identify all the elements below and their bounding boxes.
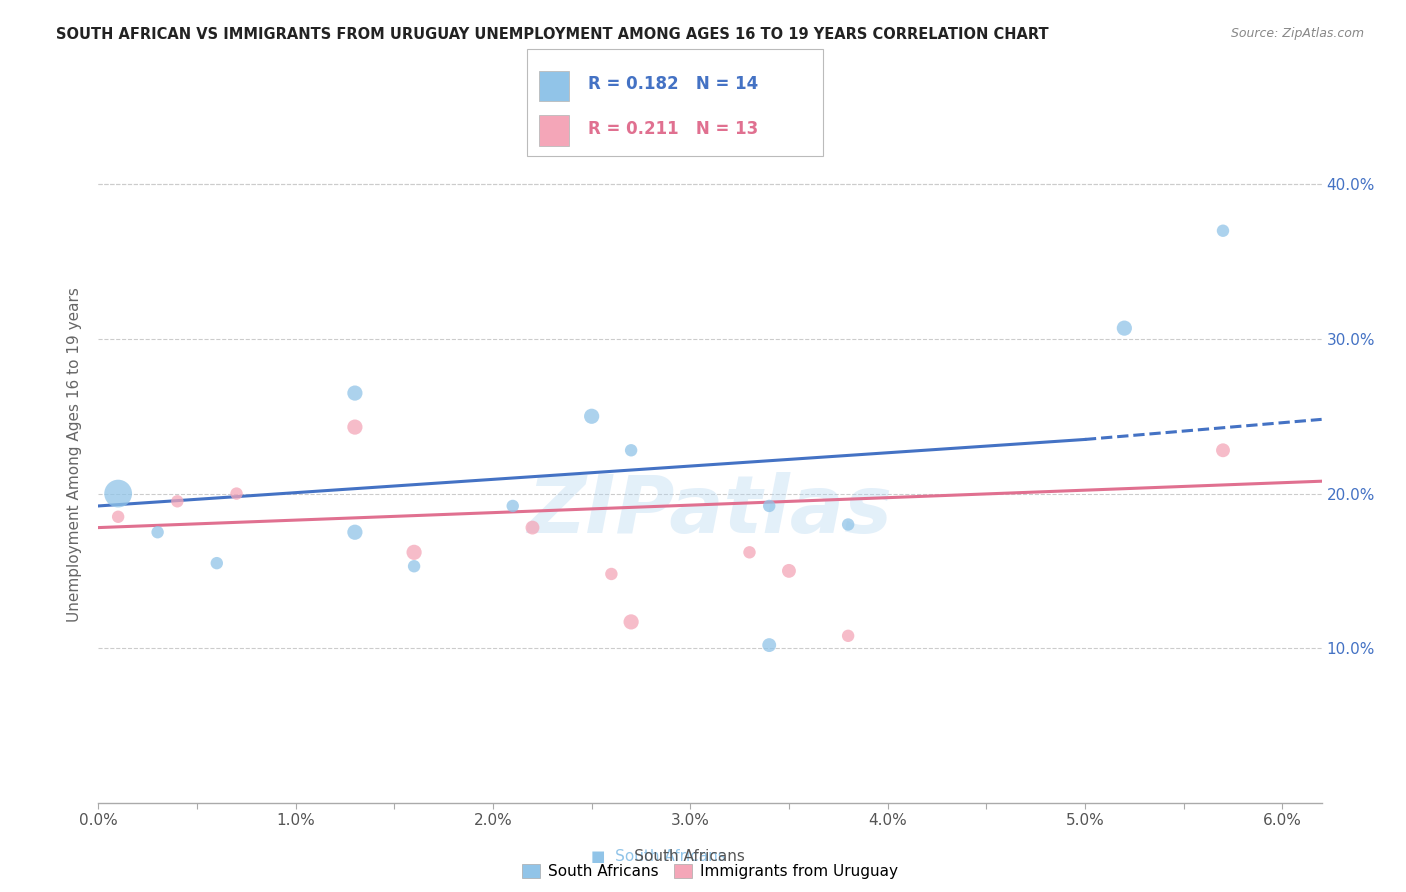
Text: R = 0.211   N = 13: R = 0.211 N = 13 — [588, 120, 758, 137]
Point — [404, 559, 426, 574]
Text: South Africans: South Africans — [605, 849, 744, 863]
Text: SOUTH AFRICAN VS IMMIGRANTS FROM URUGUAY UNEMPLOYMENT AMONG AGES 16 TO 19 YEARS : SOUTH AFRICAN VS IMMIGRANTS FROM URUGUAY… — [56, 27, 1049, 42]
Point — [581, 409, 603, 424]
Point — [522, 520, 544, 534]
Point — [166, 494, 188, 508]
Point — [146, 525, 169, 540]
Point — [1212, 224, 1234, 238]
Point — [343, 420, 366, 434]
Point — [205, 556, 228, 570]
Point — [343, 525, 366, 540]
Legend: South Africans, Immigrants from Uruguay: South Africans, Immigrants from Uruguay — [516, 858, 904, 886]
Point — [837, 517, 859, 532]
Text: Source: ZipAtlas.com: Source: ZipAtlas.com — [1230, 27, 1364, 40]
Point — [107, 509, 129, 524]
Text: ZIPatlas: ZIPatlas — [527, 472, 893, 549]
Point — [343, 386, 366, 401]
Y-axis label: Unemployment Among Ages 16 to 19 years: Unemployment Among Ages 16 to 19 years — [67, 287, 83, 623]
Point — [404, 545, 426, 559]
Point — [1212, 443, 1234, 458]
Text: ■  South Africans: ■ South Africans — [591, 849, 725, 863]
Point — [758, 638, 780, 652]
Point — [758, 499, 780, 513]
Point — [620, 615, 643, 629]
Point — [778, 564, 800, 578]
Point — [107, 486, 129, 500]
Point — [837, 629, 859, 643]
Point — [1114, 321, 1136, 335]
Point — [600, 566, 623, 581]
Text: R = 0.182   N = 14: R = 0.182 N = 14 — [588, 75, 758, 93]
Point — [620, 443, 643, 458]
Point — [225, 486, 247, 500]
Point — [502, 499, 524, 513]
Point — [738, 545, 761, 559]
